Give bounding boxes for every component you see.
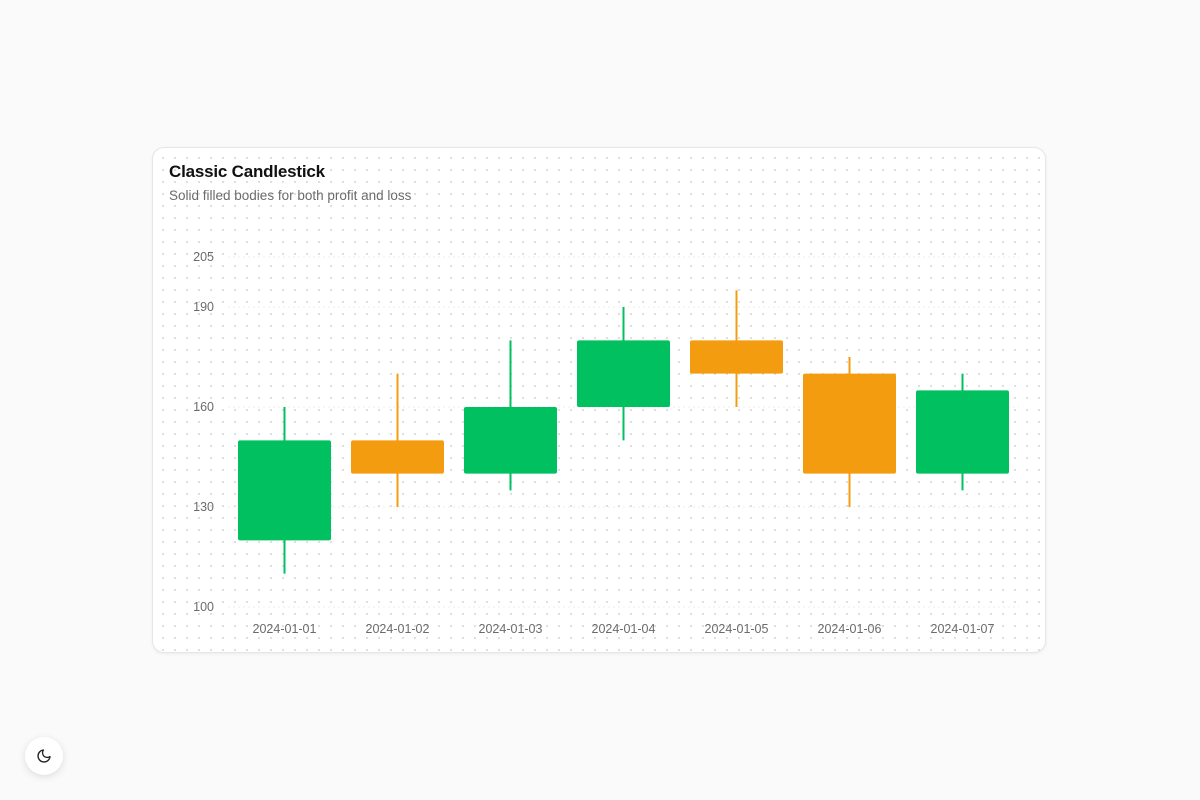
candle-body-up xyxy=(238,440,331,541)
moon-icon xyxy=(37,749,51,763)
candle-body-down xyxy=(803,373,896,474)
x-axis: 2024-01-01 2024-01-02 2024-01-03 2024-01-04… xyxy=(253,622,995,636)
y-tick-label: 100 xyxy=(193,600,214,614)
y-tick-label: 130 xyxy=(193,500,214,514)
y-tick-label: 205 xyxy=(193,250,214,264)
candle-2024-01-03 xyxy=(464,340,557,491)
x-tick-label: 2024-01-03 xyxy=(479,622,543,636)
chart-title: Classic Candlestick xyxy=(169,162,325,181)
x-tick-label: 2024-01-07 xyxy=(931,622,995,636)
candle-2024-01-04 xyxy=(577,307,670,441)
candle-2024-01-01 xyxy=(238,407,331,574)
candle-body-down xyxy=(351,440,444,474)
y-axis: 100 130 160 190 205 xyxy=(193,250,214,614)
x-tick-label: 2024-01-01 xyxy=(253,622,317,636)
y-tick-label: 190 xyxy=(193,300,214,314)
x-tick-label: 2024-01-06 xyxy=(818,622,882,636)
candle-2024-01-07 xyxy=(916,373,1009,491)
candle-body-up xyxy=(464,407,557,474)
y-tick-label: 160 xyxy=(193,400,214,414)
x-tick-label: 2024-01-02 xyxy=(366,622,430,636)
candle-2024-01-06 xyxy=(803,357,896,507)
candle-body-up xyxy=(916,390,1009,474)
chart-card: Classic Candlestick Solid filled bodies … xyxy=(152,147,1046,653)
candle-body-up xyxy=(577,340,670,407)
candle-body-down xyxy=(690,340,783,374)
candles xyxy=(238,290,1009,574)
x-tick-label: 2024-01-04 xyxy=(592,622,656,636)
candle-2024-01-05 xyxy=(690,290,783,407)
theme-toggle-button[interactable] xyxy=(25,737,63,775)
x-tick-label: 2024-01-05 xyxy=(705,622,769,636)
chart-subtitle: Solid filled bodies for both profit and … xyxy=(169,188,412,203)
candle-2024-01-02 xyxy=(351,373,444,507)
